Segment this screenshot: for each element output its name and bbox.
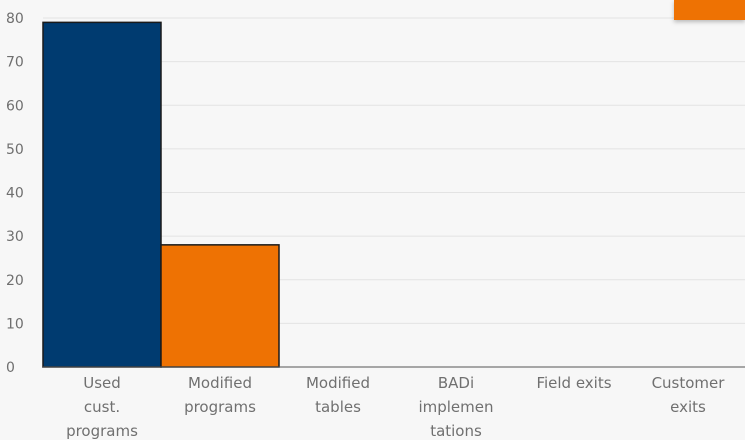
x-tick-label-4: Field exits xyxy=(536,374,611,392)
x-tick-label-line: BADi xyxy=(438,374,474,392)
y-tick-label-10: 10 xyxy=(6,316,24,332)
y-tick-label-40: 40 xyxy=(6,186,24,202)
x-tick-label-line: Used xyxy=(83,374,121,392)
y-tick-label-20: 20 xyxy=(6,273,24,289)
x-tick-label-line: exits xyxy=(670,398,706,416)
bar-0 xyxy=(42,21,162,368)
x-tick-label-5: Customer exits xyxy=(652,374,726,416)
x-tick-label-0: Used cust. programs xyxy=(66,374,138,440)
y-tick-label-70: 70 xyxy=(6,55,24,71)
x-tick-label-3: BADi implemen tations xyxy=(418,374,493,440)
x-tick-label-line: cust. xyxy=(84,398,120,416)
corner-accent-block xyxy=(674,0,745,20)
x-tick-label-line: tables xyxy=(315,398,361,416)
x-tick-label-line: programs xyxy=(66,422,138,440)
y-tick-label-50: 50 xyxy=(6,142,24,158)
x-tick-label-line: implemen xyxy=(418,398,493,416)
bar-1 xyxy=(160,244,280,368)
x-tick-label-line: Field exits xyxy=(536,374,611,392)
y-tick-label-80: 80 xyxy=(6,11,24,27)
x-tick-label-2: Modified tables xyxy=(306,374,370,416)
y-tick-label-30: 30 xyxy=(6,229,24,245)
x-tick-label-line: tations xyxy=(430,422,482,440)
y-tick-label-60: 60 xyxy=(6,98,24,114)
x-tick-label-line: Modified xyxy=(306,374,370,392)
x-tick-label-1: Modified programs xyxy=(184,374,256,416)
y-tick-label-0: 0 xyxy=(6,360,15,376)
x-tick-label-line: Customer xyxy=(652,374,726,392)
x-tick-label-line: Modified xyxy=(188,374,252,392)
x-tick-label-line: programs xyxy=(184,398,256,416)
